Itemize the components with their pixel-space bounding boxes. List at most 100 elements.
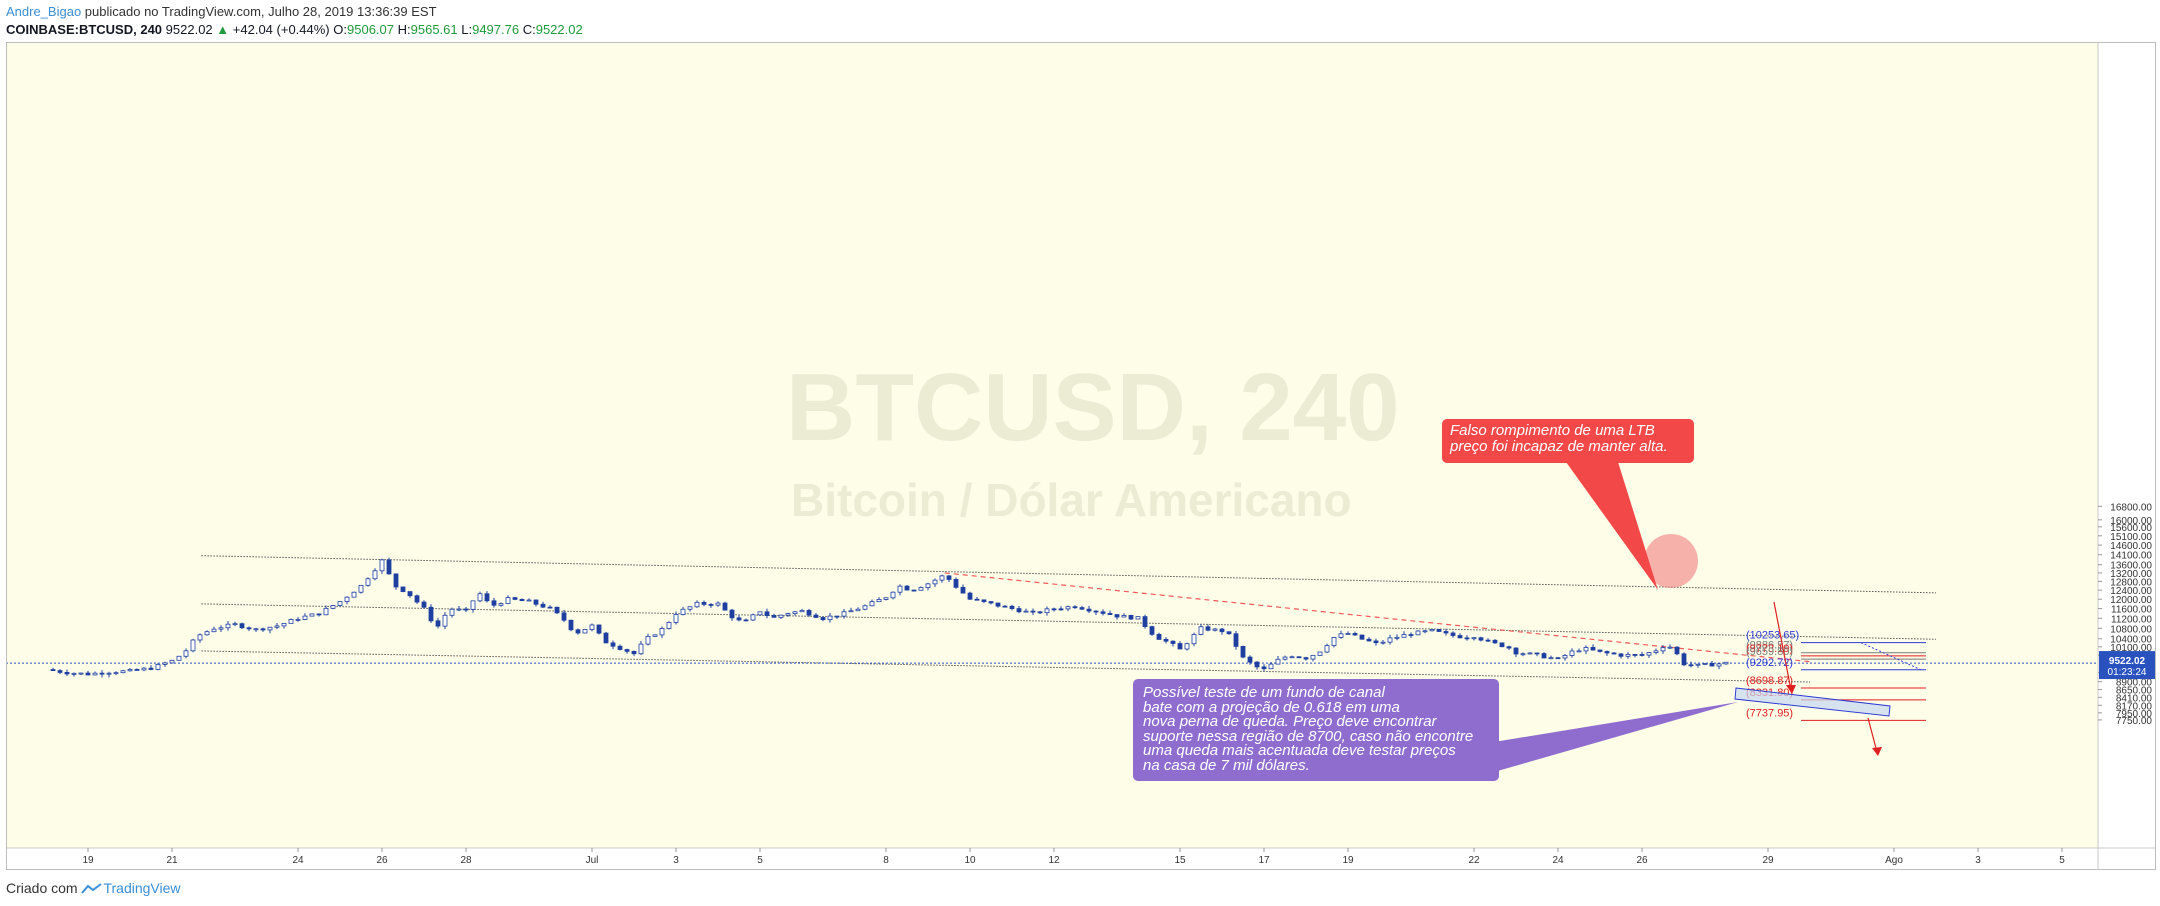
price-tick-label: 10800.00 [2110,624,2152,635]
price-tick-label: 12000.00 [2110,595,2152,606]
candle [1660,647,1666,652]
channel-line[interactable] [201,603,1937,640]
candle [1226,631,1232,635]
last-price: 9522.02 [165,22,213,37]
time-tick-label: 3 [673,855,679,866]
annotation-line: Falso rompimento de uma LTB [1450,422,1655,439]
candle [1079,607,1085,610]
time-tick-label: 3 [1975,855,1981,866]
candle [1401,634,1407,638]
candle [1009,605,1015,609]
candle [386,559,392,575]
candle [1121,615,1127,618]
candle [337,601,343,606]
candle [1513,647,1519,655]
high-label: H: [397,22,411,37]
candle [1520,653,1526,656]
candle [1464,637,1470,640]
candle [890,591,896,599]
candle [295,619,301,621]
candle [1443,631,1449,634]
low-label: L: [461,22,473,37]
candle [687,606,693,610]
candle [1457,635,1463,639]
annotation-line: nova perna de queda. Preço deve encontra… [1143,713,1437,730]
candle [1478,637,1484,641]
candle [323,607,329,616]
time-tick-label: 12 [1048,855,1060,866]
annotation-line: suporte nessa região de 8700, caso não e… [1143,727,1474,745]
candle [176,655,182,661]
candle [666,622,672,629]
candle [1625,654,1631,657]
price-tick-label: 15100.00 [2110,532,2152,543]
fib-level-label: (9773.19) [1746,643,1793,655]
candle [1114,614,1120,618]
candle [1632,654,1638,656]
candle [141,667,147,671]
candle [127,669,133,672]
watermark-name: Bitcoin / Dólar Americano [791,474,1352,526]
candle [1471,637,1477,640]
candle [183,650,189,657]
candle [1569,650,1575,656]
candle [1583,647,1589,652]
support-zone-box[interactable] [1734,687,1891,717]
price-change: +42.04 (+0.44%) [232,22,330,37]
candle [1492,639,1498,644]
candle [1282,656,1288,660]
candle [603,632,609,644]
candle [1436,629,1442,632]
candle [1219,628,1225,633]
candle [64,672,70,675]
candle [939,575,945,581]
symbol-info: COINBASE:BTCUSD, 240 9522.02 ▲ +42.04 (+… [6,22,583,37]
annotation-channel-support[interactable]: Possível teste de um fundo de canal bate… [1133,679,1499,781]
channel-line[interactable] [201,555,1937,594]
price-tick-label: 14100.00 [2110,551,2152,562]
candle [883,597,889,600]
candle [1576,650,1582,653]
candle [1674,646,1680,655]
candle [932,579,938,585]
price-chart[interactable]: BTCUSD, 240 Bitcoin / Dólar Americano 1680… [6,42,2156,870]
false-breakout-highlight[interactable] [1644,534,1698,588]
candle [253,628,259,631]
footer-brand-link[interactable]: TradingView [103,880,181,896]
price-tick-label: 11200.00 [2111,614,2152,625]
candle [477,593,483,602]
candle [344,596,350,602]
candle [1198,626,1204,635]
candle [50,669,56,672]
annotation-false-breakout[interactable]: Falso rompimento de uma LTB preço foi in… [1442,419,1694,463]
candle [575,629,581,634]
candle [764,611,770,616]
candle [813,614,819,618]
candle [1716,663,1722,667]
candle [967,592,973,600]
annotation-line: Possível teste de um fundo de canal [1143,684,1385,701]
candle [456,608,462,611]
candle [155,663,161,670]
ltb-trend-line[interactable] [944,572,1811,663]
candle [1030,610,1036,613]
price-tick-label: 10100.00 [2110,643,2152,654]
candle [1065,606,1071,610]
price-tick-label: 7950.00 [2116,709,2153,720]
candle [918,587,924,591]
chart-header: Andre_Bigao publicado no TradingView.com… [0,0,2160,42]
candle [358,584,364,593]
candle [1023,610,1029,613]
current-price-value: 9522.02 [2109,656,2146,667]
open-label: O: [333,22,347,37]
candle [1604,651,1610,654]
candle [708,604,714,606]
price-tick-label: 12400.00 [2110,586,2152,597]
candle [1429,629,1435,632]
channel-line[interactable] [201,650,1811,683]
candle [99,672,105,675]
author-link[interactable]: Andre_Bigao [6,4,82,19]
candle [1051,608,1057,611]
candle [1597,649,1603,652]
candle [1646,652,1652,656]
